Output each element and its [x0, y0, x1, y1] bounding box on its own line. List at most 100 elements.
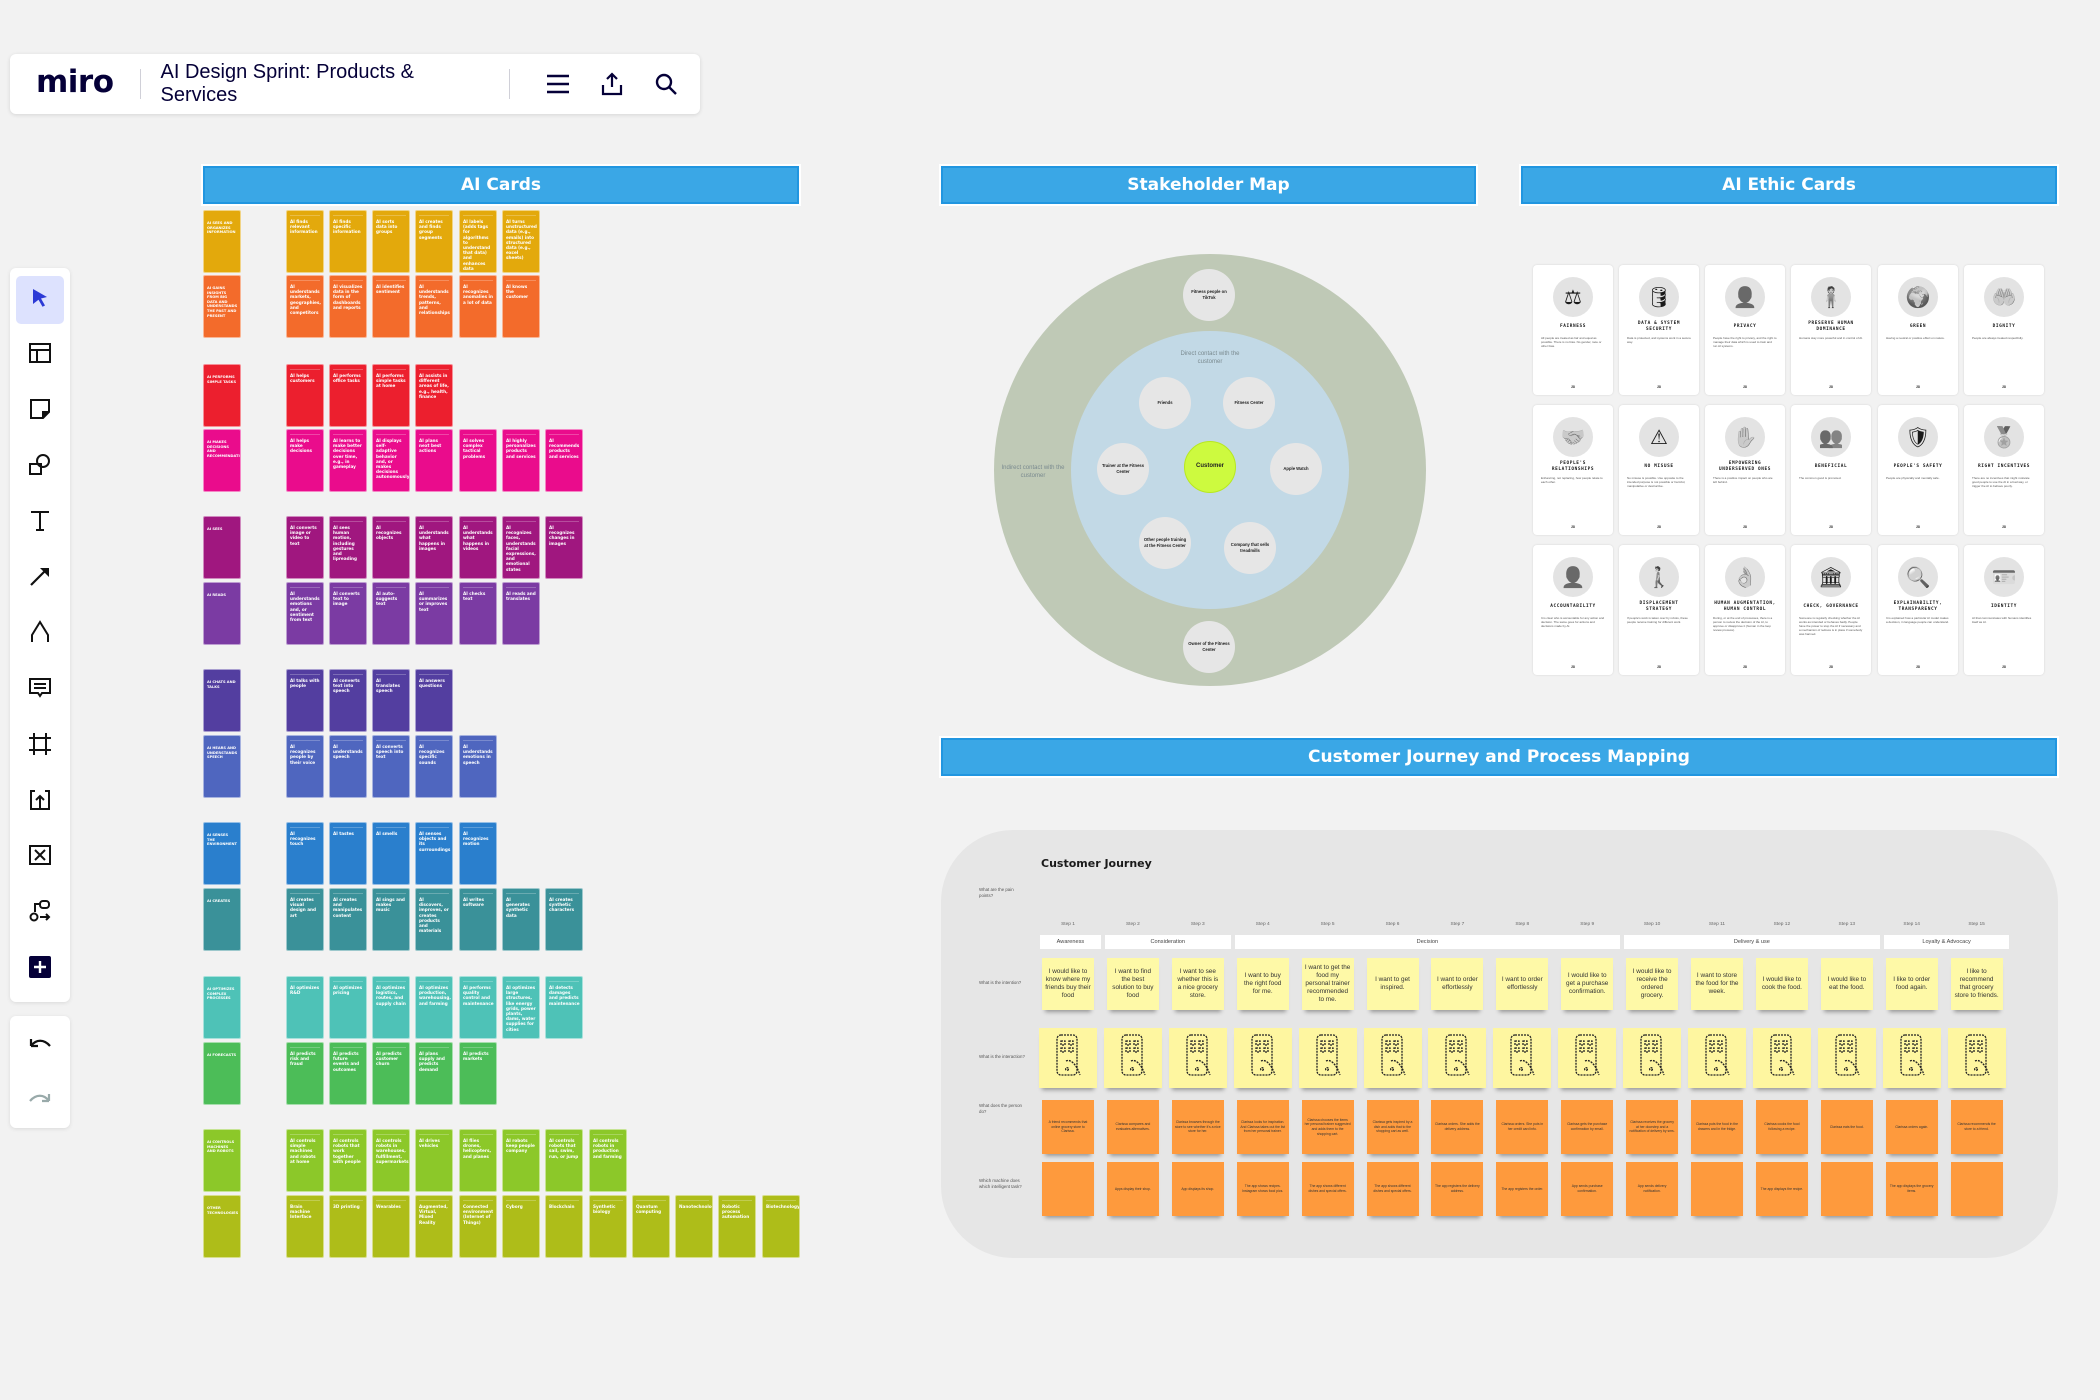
embed-tool[interactable]: [16, 834, 64, 882]
ai-card[interactable]: AI finds relevant information: [286, 210, 324, 273]
mindmap-tool[interactable]: [16, 890, 64, 938]
ai-card[interactable]: AI converts text to image: [329, 582, 367, 645]
ethic-card[interactable]: ⚠ NO MISUSE No misuse is possible. Use opp…: [1619, 405, 1699, 535]
ai-card-category[interactable]: AI creates: [203, 888, 241, 951]
ai-card-category[interactable]: AI chats and talks: [203, 669, 241, 732]
person-action-sticky[interactable]: Clarissa puts the food in the drawers an…: [1691, 1100, 1743, 1154]
interaction-sticky[interactable]: [1623, 1028, 1682, 1088]
machine-task-sticky[interactable]: The app registers the delivery address.: [1431, 1162, 1484, 1216]
intention-sticky[interactable]: I like to recommend that grocery store t…: [1950, 958, 2003, 1010]
frame-tool[interactable]: [16, 722, 64, 770]
ai-card[interactable]: AI knows the customer: [502, 275, 540, 338]
interaction-sticky[interactable]: [1947, 1028, 2006, 1088]
ai-card[interactable]: AI reads and translates: [502, 582, 540, 645]
interaction-sticky[interactable]: [1103, 1028, 1162, 1088]
ai-card[interactable]: AI understands markets, geographies, and…: [286, 275, 324, 338]
person-action-sticky[interactable]: Clarissa gets inspired by a dish and add…: [1366, 1100, 1419, 1154]
intention-sticky[interactable]: I want to get inspired.: [1366, 958, 1419, 1010]
stakeholder-node[interactable]: Fitness Center: [1223, 377, 1275, 429]
ethic-card[interactable]: 🧍 PRESERVE HUMAN DOMINANCE Humans stay mor…: [1791, 265, 1871, 395]
select-tool[interactable]: [16, 276, 64, 324]
intention-sticky[interactable]: I want to find the best solution to buy …: [1106, 958, 1159, 1010]
person-action-sticky[interactable]: Clarissa recommends the store to a frien…: [1950, 1100, 2003, 1154]
intention-sticky[interactable]: I would like to eat the food.: [1820, 958, 1873, 1010]
ai-card[interactable]: AI summarizes or improves text: [415, 582, 453, 645]
ai-card[interactable]: AI recognizes objects: [372, 516, 410, 579]
machine-task-sticky[interactable]: [1820, 1162, 1873, 1216]
person-action-sticky[interactable]: Clarissa eats the food.: [1820, 1100, 1873, 1154]
ai-card[interactable]: AI performs quality control and maintena…: [459, 976, 497, 1039]
ai-card[interactable]: AI visualizes data in the form of dashbo…: [329, 275, 367, 338]
ai-card[interactable]: AI sings and makes music: [372, 888, 410, 951]
ai-card[interactable]: AI identifies sentiment: [372, 275, 410, 338]
ai-card[interactable]: AI learns to make better decisions over …: [329, 429, 367, 492]
interaction-sticky[interactable]: [1558, 1028, 1617, 1088]
ethic-card[interactable]: 🛡 PEOPLE'S SAFETY People are physically an…: [1878, 405, 1958, 535]
ai-card[interactable]: AI converts speech into text: [372, 735, 410, 798]
ai-card[interactable]: AI optimizes pricing: [329, 976, 367, 1039]
ethic-card[interactable]: 🔍 EXPLAINABILITY, TRANSPARENCY It is expla…: [1878, 545, 1958, 675]
ai-card[interactable]: Blockchain: [545, 1195, 583, 1258]
ethic-card[interactable]: 🤝 PEOPLE'S RELATIONSHIPS Enhancing, not re…: [1533, 405, 1613, 535]
interaction-sticky[interactable]: [1752, 1028, 1811, 1088]
ai-card[interactable]: AI understands speech: [329, 735, 367, 798]
ai-card[interactable]: AI plans supply and predicts demand: [415, 1042, 453, 1105]
ai-card[interactable]: AI robots keep people company: [502, 1129, 540, 1192]
ai-card[interactable]: AI solves complex tactical problems: [459, 429, 497, 492]
interaction-sticky[interactable]: [1428, 1028, 1487, 1088]
person-action-sticky[interactable]: Clarissa browses through the store to se…: [1171, 1100, 1224, 1154]
ai-card[interactable]: AI recognizes anomalies in a lot of data: [459, 275, 497, 338]
shapes-tool[interactable]: [16, 443, 64, 491]
machine-task-sticky[interactable]: [1950, 1162, 2003, 1216]
ai-card[interactable]: AI creates and finds group segments: [415, 210, 453, 273]
section-header-stakeholder-map[interactable]: Stakeholder Map: [941, 166, 1476, 204]
person-action-sticky[interactable]: Clarissa compares and evaluates alternat…: [1106, 1100, 1159, 1154]
more-apps-tool[interactable]: [16, 946, 64, 994]
person-action-sticky[interactable]: Clarissa orders. She adds the delivery a…: [1431, 1100, 1484, 1154]
phase-label[interactable]: Delivery & use: [1624, 935, 1880, 949]
stakeholder-node[interactable]: Other people training at the Fitness Cen…: [1139, 517, 1191, 569]
ai-card[interactable]: AI turns unstructured data (e.g., emails…: [502, 210, 540, 273]
ai-card[interactable]: AI senses objects and its surroundings: [415, 822, 453, 885]
interaction-sticky[interactable]: [1817, 1028, 1876, 1088]
machine-task-sticky[interactable]: The app shows different dishes and speci…: [1366, 1162, 1419, 1216]
ai-card[interactable]: AI sorts data into groups: [372, 210, 410, 273]
ai-card[interactable]: AI plans next best actions: [415, 429, 453, 492]
board-title[interactable]: AI Design Sprint: Products & Services: [160, 61, 414, 106]
ai-card[interactable]: AI understands emotions in speech: [459, 735, 497, 798]
ai-card[interactable]: AI assists in different areas of life, e…: [415, 364, 453, 427]
section-header-ai-cards[interactable]: AI Cards: [203, 166, 799, 204]
templates-tool[interactable]: [16, 332, 64, 380]
ai-card[interactable]: AI flies drones, helicopters, and planes: [459, 1129, 497, 1192]
ai-card[interactable]: AI optimizes large structures, like ener…: [502, 976, 540, 1039]
ethic-card[interactable]: 🏅 RIGHT INCENTIVES There are no incentives…: [1964, 405, 2044, 535]
phase-label[interactable]: Loyalty & Advocacy: [1883, 935, 2010, 949]
stakeholder-node[interactable]: Company that sells treadmills: [1224, 522, 1276, 574]
intention-sticky[interactable]: I want to see whether this is a nice gro…: [1171, 958, 1224, 1010]
intention-sticky[interactable]: I want to buy the right food for me.: [1236, 958, 1289, 1010]
ai-card[interactable]: AI recognizes touch: [286, 822, 324, 885]
ai-card[interactable]: AI optimizes R&D: [286, 976, 324, 1039]
ai-card[interactable]: AI tastes: [329, 822, 367, 885]
ethic-card[interactable]: 👌 HUMAN AUGMENTATION, HUMAN CONTROL During…: [1705, 545, 1785, 675]
machine-task-sticky[interactable]: The app displays the grocery items.: [1885, 1162, 1938, 1216]
ai-card[interactable]: AI recommends products and services: [545, 429, 583, 492]
interaction-sticky[interactable]: [1168, 1028, 1227, 1088]
ai-card[interactable]: AI creates and manipulates content: [329, 888, 367, 951]
ai-card[interactable]: AI checks text: [459, 582, 497, 645]
ethic-card[interactable]: ⚖ FAIRNESS All people are treated as fair …: [1533, 265, 1613, 395]
ai-card[interactable]: AI creates synthetic characters: [545, 888, 583, 951]
ai-card[interactable]: AI discovers, improves, or creates produ…: [415, 888, 453, 951]
ai-card[interactable]: AI labels (adds tags for algorithms to u…: [459, 210, 497, 273]
ai-card[interactable]: AI helps make decisions: [286, 429, 324, 492]
ai-card[interactable]: AI predicts future events and outcomes: [329, 1042, 367, 1105]
ai-card[interactable]: AI predicts markets: [459, 1042, 497, 1105]
intention-sticky[interactable]: I want to order effortlessly: [1496, 958, 1549, 1010]
ai-card-category[interactable]: AI gains insights from big data and unde…: [203, 275, 241, 338]
ai-card[interactable]: AI understands what happens in videos: [459, 516, 497, 579]
ai-card[interactable]: AI recognizes specific sounds: [415, 735, 453, 798]
ai-card[interactable]: AI generates synthetic data: [502, 888, 540, 951]
ai-card[interactable]: Robotic process automation: [718, 1195, 756, 1258]
search-icon[interactable]: [646, 64, 686, 104]
ethic-card[interactable]: 🛢 DATA & SYSTEM SECURITY Data is protected…: [1619, 265, 1699, 395]
